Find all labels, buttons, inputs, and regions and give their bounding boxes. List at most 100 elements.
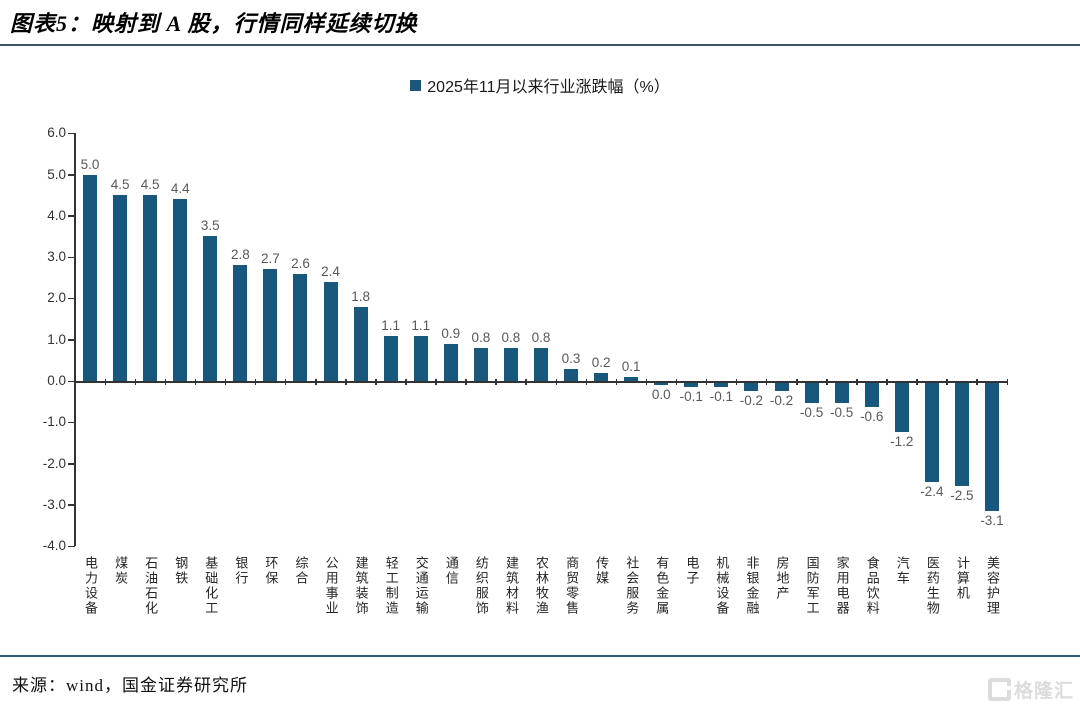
- x-axis-tick: [74, 379, 76, 385]
- y-axis-tick: [68, 545, 75, 548]
- y-axis-tick: [68, 132, 75, 135]
- bar-value-label: 0.8: [531, 329, 551, 345]
- footer-rule: [0, 655, 1080, 657]
- y-axis-label: 3.0: [47, 249, 66, 265]
- bar: [503, 347, 518, 381]
- bar: [383, 335, 398, 381]
- bar: [654, 382, 669, 385]
- category-label: 计算机: [954, 556, 970, 601]
- legend-label: 2025年11月以来行业涨跌幅（%）: [427, 79, 670, 96]
- category-label: 纺织服饰: [473, 556, 489, 616]
- y-axis-label: -4.0: [42, 538, 66, 554]
- bar: [233, 265, 248, 381]
- x-axis-tick: [315, 379, 317, 385]
- y-axis-tick: [68, 215, 75, 217]
- bar-value-label: 0.3: [561, 350, 581, 366]
- bar-value-label: 2.7: [261, 251, 280, 267]
- x-axis-tick: [134, 379, 137, 385]
- category-label: 房地产: [774, 556, 790, 601]
- x-axis-tick: [435, 379, 437, 385]
- bar-value-label: 5.0: [80, 156, 100, 172]
- x-axis-tick: [224, 379, 227, 385]
- y-axis-label: 6.0: [47, 125, 66, 141]
- category-label: 非银金融: [744, 556, 760, 616]
- x-axis-tick: [104, 379, 107, 385]
- bar-value-label: 2.4: [321, 263, 340, 279]
- x-axis-tick: [1006, 379, 1008, 385]
- x-axis-tick: [856, 379, 858, 385]
- bar-value-label: -0.5: [830, 405, 854, 421]
- category-label: 传媒: [594, 556, 610, 586]
- y-axis-tick: [68, 174, 75, 176]
- bar-value-label: 1.8: [351, 288, 370, 304]
- legend-swatch-icon: [410, 79, 422, 91]
- bar-value-label: 3.5: [200, 218, 220, 234]
- bar: [984, 382, 999, 511]
- x-axis-tick: [615, 379, 618, 385]
- category-label: 国防军工: [804, 556, 820, 616]
- bar-value-label: -0.1: [679, 388, 703, 404]
- figure-title: 图表5：映射到 A 股，行情同样延续切换: [10, 11, 418, 36]
- bar-value-label: -0.2: [769, 392, 794, 408]
- y-axis-tick: [68, 339, 75, 341]
- bar-value-label: 0.2: [591, 354, 611, 370]
- bar: [203, 236, 218, 381]
- x-axis-tick: [194, 379, 197, 385]
- x-axis-tick: [826, 379, 828, 385]
- source-note: 来源：wind，国金证券研究所: [12, 676, 248, 695]
- y-axis-label: 0.0: [47, 373, 66, 388]
- category-label: 综合: [293, 556, 309, 586]
- bar: [954, 382, 969, 486]
- bar-value-label: 1.1: [381, 317, 401, 333]
- x-axis-tick: [585, 379, 588, 385]
- bar-value-label: 0.0: [651, 386, 671, 402]
- bar: [413, 335, 428, 381]
- y-axis-tick: [68, 380, 75, 382]
- y-axis-tick: [68, 504, 75, 506]
- bar-value-label: -3.1: [980, 512, 1004, 528]
- bar-value-label: 1.1: [411, 317, 431, 333]
- category-label: 轻工制造: [383, 556, 399, 616]
- y-axis-label: -1.0: [42, 414, 66, 430]
- bar: [624, 376, 639, 381]
- x-axis-tick: [254, 379, 257, 385]
- bar: [564, 368, 579, 381]
- bar: [83, 174, 98, 381]
- category-label: 医药生物: [924, 556, 940, 616]
- bar: [293, 273, 308, 381]
- bar-value-label: -0.1: [709, 388, 733, 404]
- category-label: 电子: [684, 556, 700, 586]
- category-label: 环保: [263, 556, 279, 586]
- bar: [744, 382, 759, 391]
- x-axis-tick: [164, 379, 167, 385]
- x-axis-tick: [525, 379, 527, 385]
- bar-value-label: -0.5: [799, 405, 824, 421]
- category-label: 煤炭: [113, 556, 129, 586]
- bar-value-label: 0.8: [471, 329, 491, 345]
- category-label: 石油石化: [143, 556, 159, 616]
- category-label: 美容护理: [984, 556, 1000, 616]
- bar-value-label: -0.6: [860, 409, 884, 425]
- bar-value-label: 0.9: [441, 325, 461, 341]
- y-axis-label: 5.0: [47, 166, 66, 182]
- x-axis-line: [75, 381, 1007, 383]
- category-label: 机械设备: [714, 556, 730, 616]
- x-axis-tick: [946, 379, 948, 385]
- y-axis-tick: [68, 297, 75, 300]
- bar-value-label: 4.5: [140, 177, 160, 193]
- x-axis-tick: [465, 379, 467, 385]
- bar: [173, 199, 188, 381]
- y-axis-tick: [68, 421, 75, 424]
- y-axis-tick: [68, 256, 75, 259]
- y-axis-label: 2.0: [47, 290, 66, 306]
- category-label: 基础化工: [203, 556, 219, 616]
- x-axis-tick: [495, 379, 497, 385]
- bar: [443, 343, 458, 381]
- x-axis-tick: [705, 379, 708, 385]
- category-label: 有色金属: [654, 556, 670, 616]
- gelonghui-wordmark: 格隆汇: [1013, 681, 1074, 702]
- x-axis-tick: [405, 379, 407, 385]
- bar-value-label: 0.1: [621, 358, 641, 374]
- x-axis-tick: [284, 379, 287, 385]
- x-axis-tick: [675, 379, 678, 385]
